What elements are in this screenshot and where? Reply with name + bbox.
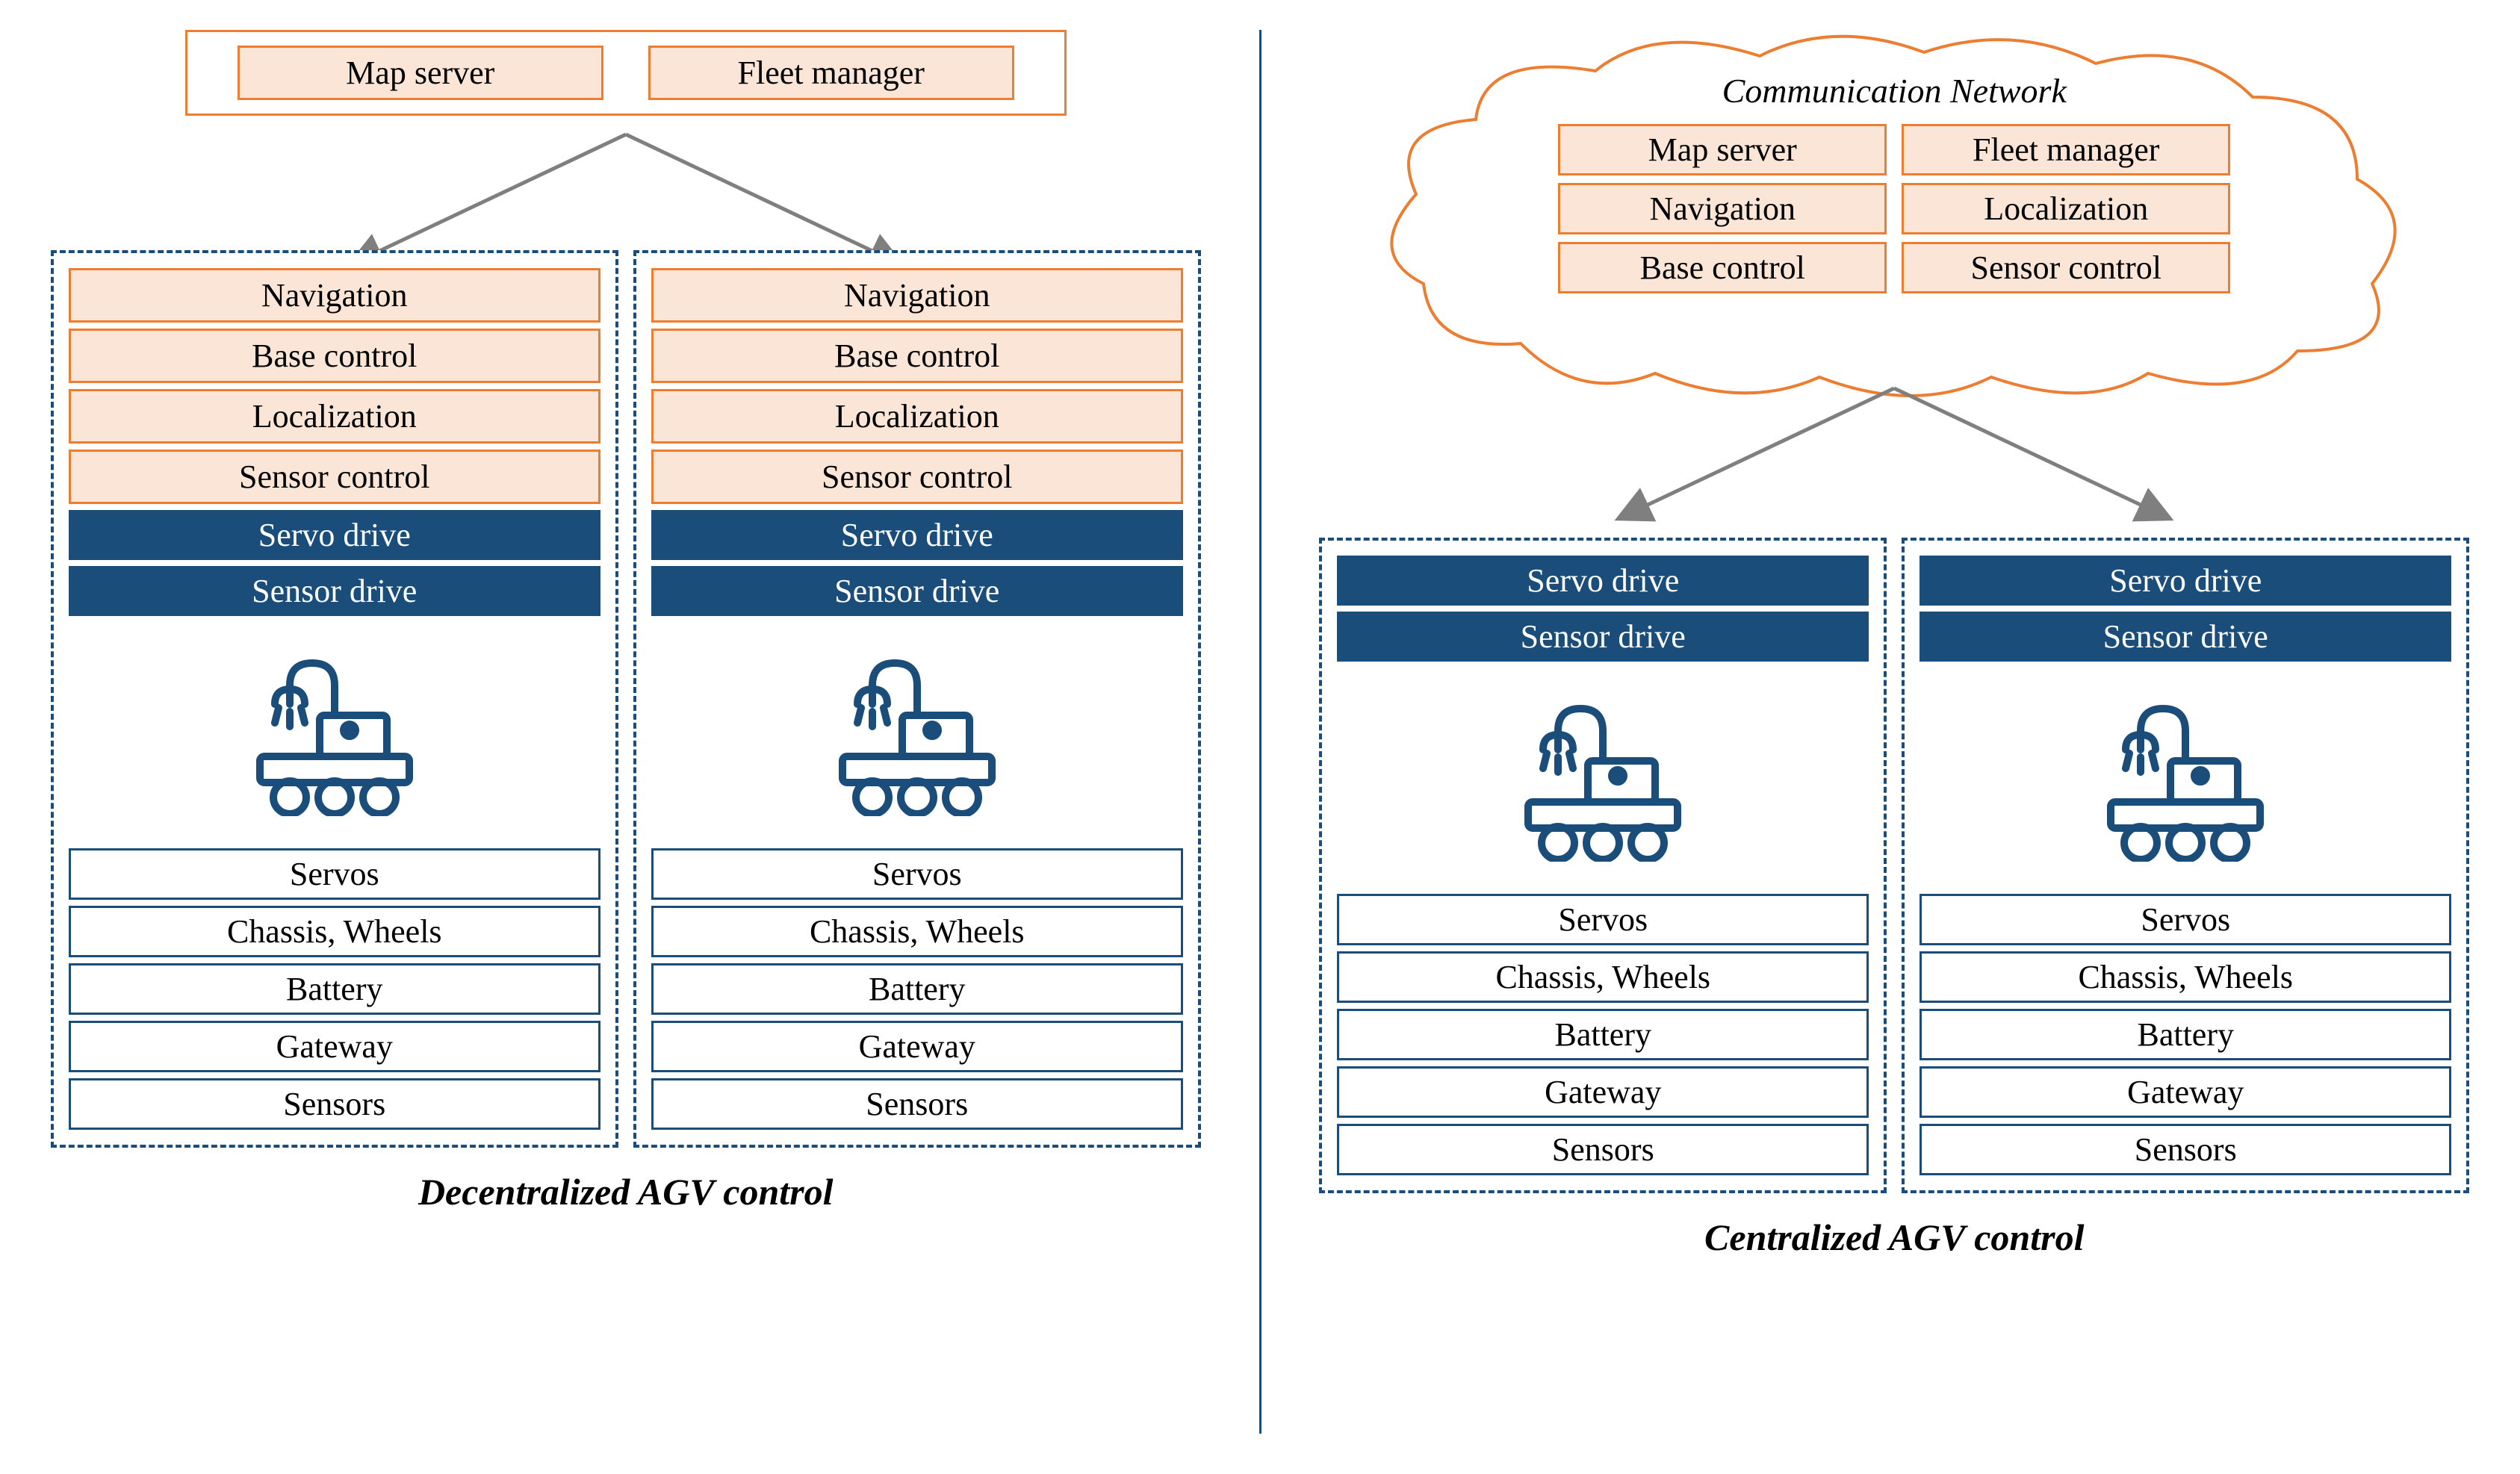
layer-gateway: Gateway xyxy=(651,1021,1183,1072)
layer-battery: Battery xyxy=(69,963,600,1015)
centralized-panel: Communication Network Map server Fleet m… xyxy=(1291,30,2498,1444)
cloud-item-navigation: Navigation xyxy=(1558,183,1887,234)
server-item-map: Map server xyxy=(238,46,603,100)
diagram-root: Map server Fleet manager Navigation Base… xyxy=(22,30,2498,1444)
layer-sensors: Sensors xyxy=(651,1078,1183,1130)
cloud-item-map: Map server xyxy=(1558,124,1887,175)
layer-localization: Localization xyxy=(651,389,1183,444)
layer-chassis: Chassis, Wheels xyxy=(1337,951,1869,1003)
decentralized-panel: Map server Fleet manager Navigation Base… xyxy=(22,30,1229,1444)
agv-unit: Servo drive Sensor drive xyxy=(1319,538,1887,1193)
cloud-content: Communication Network Map server Fleet m… xyxy=(1558,71,2230,293)
layer-sensor-drive: Sensor drive xyxy=(69,566,600,616)
layer-battery: Battery xyxy=(1920,1009,2451,1060)
cloud-item-sensor-control: Sensor control xyxy=(1902,242,2230,293)
layer-servo-drive: Servo drive xyxy=(651,510,1183,560)
layer-battery: Battery xyxy=(651,963,1183,1015)
robot-icon-wrap xyxy=(1920,668,2451,888)
agv-unit: Navigation Base control Localization Sen… xyxy=(633,250,1201,1148)
layer-servos: Servos xyxy=(1920,894,2451,945)
caption-left: Decentralized AGV control xyxy=(418,1170,834,1213)
cloud-grid: Map server Fleet manager Navigation Loca… xyxy=(1558,124,2230,293)
layer-servos: Servos xyxy=(69,848,600,900)
robot-icon-wrap xyxy=(69,622,600,842)
layer-navigation: Navigation xyxy=(651,268,1183,323)
layer-servo-drive: Servo drive xyxy=(69,510,600,560)
agv-unit: Servo drive Sensor drive xyxy=(1902,538,2469,1193)
layer-sensors: Sensors xyxy=(1920,1124,2451,1175)
layer-chassis: Chassis, Wheels xyxy=(1920,951,2451,1003)
server-box: Map server Fleet manager xyxy=(185,30,1067,116)
robot-icon xyxy=(820,644,1014,816)
layer-servo-drive: Servo drive xyxy=(1920,556,2451,606)
layer-gateway: Gateway xyxy=(1337,1066,1869,1118)
robot-icon xyxy=(2088,690,2282,862)
layer-sensors: Sensors xyxy=(1337,1124,1869,1175)
robot-icon xyxy=(1506,690,1700,862)
layer-gateway: Gateway xyxy=(1920,1066,2451,1118)
layer-sensors: Sensors xyxy=(69,1078,600,1130)
layer-chassis: Chassis, Wheels xyxy=(69,906,600,957)
robot-icon xyxy=(238,644,432,816)
caption-right: Centralized AGV control xyxy=(1704,1216,2084,1259)
layer-gateway: Gateway xyxy=(69,1021,600,1072)
cloud-item-localization: Localization xyxy=(1902,183,2230,234)
layer-sensor-drive: Sensor drive xyxy=(1920,612,2451,662)
server-item-fleet: Fleet manager xyxy=(648,46,1014,100)
robot-icon-wrap xyxy=(651,622,1183,842)
vertical-divider xyxy=(1259,30,1261,1434)
layer-servos: Servos xyxy=(651,848,1183,900)
layer-sensor-drive: Sensor drive xyxy=(651,566,1183,616)
agv-unit: Navigation Base control Localization Sen… xyxy=(51,250,618,1148)
units-row-left: Navigation Base control Localization Sen… xyxy=(22,250,1229,1148)
cloud-title: Communication Network xyxy=(1558,71,2230,111)
layer-localization: Localization xyxy=(69,389,600,444)
layer-base-control: Base control xyxy=(69,329,600,383)
layer-sensor-control: Sensor control xyxy=(651,450,1183,504)
cloud-item-base-control: Base control xyxy=(1558,242,1887,293)
layer-navigation: Navigation xyxy=(69,268,600,323)
cloud-container: Communication Network Map server Fleet m… xyxy=(1371,30,2417,403)
layer-chassis: Chassis, Wheels xyxy=(651,906,1183,957)
layer-sensor-drive: Sensor drive xyxy=(1337,612,1869,662)
layer-battery: Battery xyxy=(1337,1009,1869,1060)
layer-sensor-control: Sensor control xyxy=(69,450,600,504)
cloud-item-fleet: Fleet manager xyxy=(1902,124,2230,175)
layer-base-control: Base control xyxy=(651,329,1183,383)
layer-servos: Servos xyxy=(1337,894,1869,945)
robot-icon-wrap xyxy=(1337,668,1869,888)
arrows-right xyxy=(1446,388,2342,538)
units-row-right: Servo drive Sensor drive xyxy=(1291,538,2498,1193)
layer-servo-drive: Servo drive xyxy=(1337,556,1869,606)
